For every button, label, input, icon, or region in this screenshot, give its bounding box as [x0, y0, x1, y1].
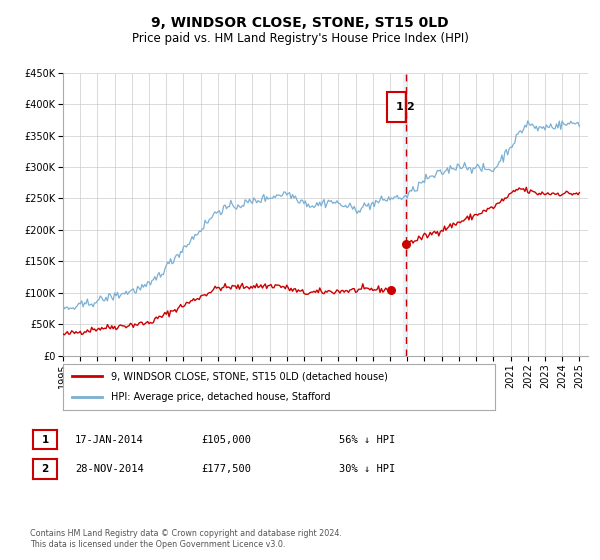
Text: Price paid vs. HM Land Registry's House Price Index (HPI): Price paid vs. HM Land Registry's House …	[131, 32, 469, 45]
Text: 2: 2	[406, 102, 414, 113]
Text: £177,500: £177,500	[201, 464, 251, 474]
Text: 9, WINDSOR CLOSE, STONE, ST15 0LD: 9, WINDSOR CLOSE, STONE, ST15 0LD	[151, 16, 449, 30]
FancyBboxPatch shape	[387, 92, 406, 123]
Text: Contains HM Land Registry data © Crown copyright and database right 2024.
This d: Contains HM Land Registry data © Crown c…	[30, 529, 342, 549]
Text: HPI: Average price, detached house, Stafford: HPI: Average price, detached house, Staf…	[110, 392, 330, 402]
Bar	[403, 73, 409, 356]
Text: 9, WINDSOR CLOSE, STONE, ST15 0LD (detached house): 9, WINDSOR CLOSE, STONE, ST15 0LD (detac…	[110, 371, 388, 381]
Text: 1: 1	[41, 435, 49, 445]
Text: £105,000: £105,000	[201, 435, 251, 445]
Text: 17-JAN-2014: 17-JAN-2014	[75, 435, 144, 445]
Text: 2: 2	[41, 464, 49, 474]
Text: 28-NOV-2014: 28-NOV-2014	[75, 464, 144, 474]
Text: 30% ↓ HPI: 30% ↓ HPI	[339, 464, 395, 474]
Text: 1: 1	[396, 102, 404, 113]
Text: 56% ↓ HPI: 56% ↓ HPI	[339, 435, 395, 445]
